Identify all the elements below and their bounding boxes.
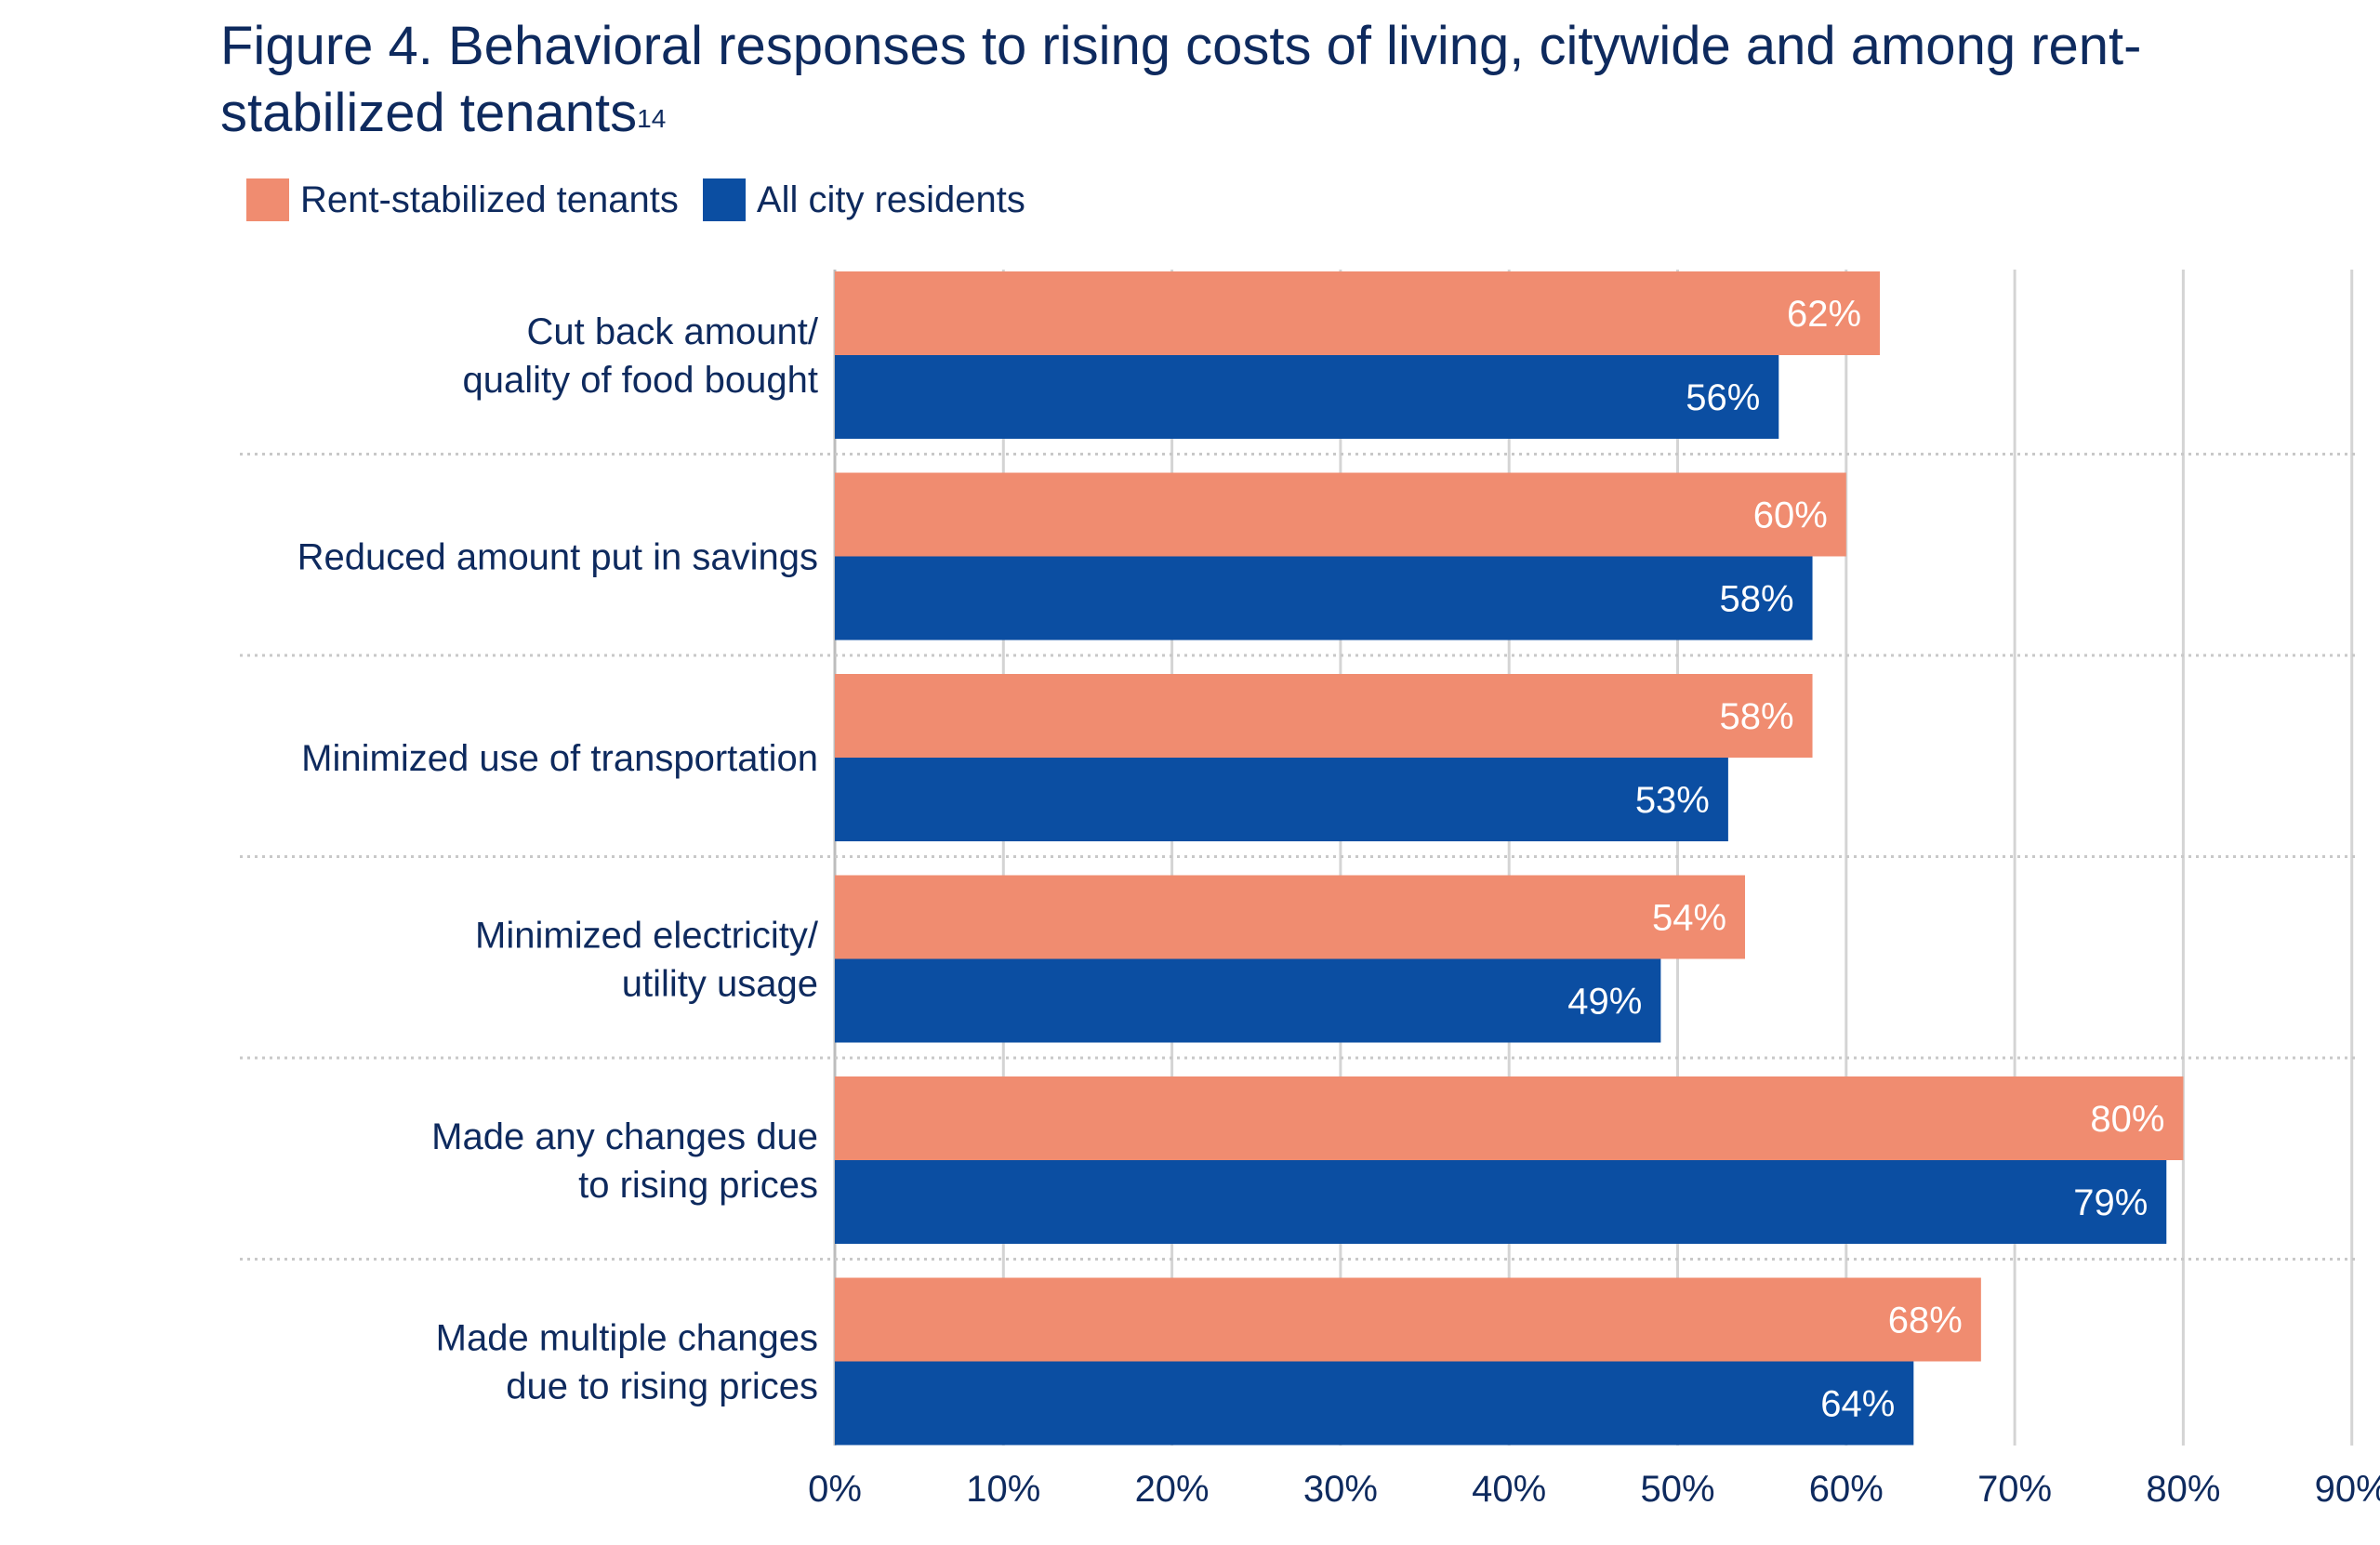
data-label: 79% (2073, 1182, 2148, 1223)
x-tick-label: 60% (1809, 1469, 1884, 1510)
legend-item-all-residents: All city residents (702, 178, 1025, 221)
data-label: 54% (1652, 898, 1726, 939)
bar-all-residents (835, 958, 1661, 1043)
x-tick-label: 30% (1303, 1469, 1378, 1510)
bar-all-residents (835, 758, 1728, 841)
bar-rent-stabilized (835, 271, 1881, 355)
data-label: 68% (1888, 1301, 1963, 1341)
data-label: 80% (2090, 1099, 2164, 1140)
category-label: Minimized electricity/ (475, 916, 819, 957)
x-tick-label: 80% (2146, 1469, 2220, 1510)
data-label: 53% (1635, 780, 1710, 821)
bar-all-residents (835, 556, 1813, 640)
legend-item-rent-stabilized: Rent-stabilized tenants (246, 178, 679, 221)
legend-swatch-all-residents (702, 178, 746, 221)
x-tick-label: 20% (1135, 1469, 1210, 1510)
legend-label-rent-stabilized: Rent-stabilized tenants (300, 178, 679, 220)
category-label: due to rising prices (506, 1367, 818, 1407)
category-label: to rising prices (578, 1165, 818, 1206)
x-tick-label: 50% (1640, 1469, 1714, 1510)
data-label: 60% (1753, 495, 1828, 536)
data-label: 58% (1719, 579, 1793, 620)
x-tick-label: 10% (966, 1469, 1040, 1510)
x-tick-label: 90% (2315, 1469, 2380, 1510)
data-label: 56% (1686, 377, 1760, 418)
category-label: Made any changes due (431, 1116, 818, 1157)
bar-rent-stabilized (835, 1076, 2184, 1160)
category-label: utility usage (622, 964, 818, 1005)
x-tick-label: 40% (1472, 1469, 1546, 1510)
category-label: Minimized use of transportation (301, 738, 818, 779)
category-label: Cut back amount/ (527, 311, 819, 352)
data-label: 58% (1719, 696, 1793, 737)
category-label: quality of food bought (462, 360, 818, 401)
bar-all-residents (835, 1361, 1914, 1446)
bar-rent-stabilized (835, 875, 1746, 959)
category-label: Reduced amount put in savings (298, 537, 818, 578)
bar-rent-stabilized (835, 472, 1846, 557)
data-label: 62% (1787, 294, 1861, 335)
bar-rent-stabilized (835, 674, 1813, 758)
bar-all-residents (835, 1160, 2167, 1244)
chart-title-text: Figure 4. Behavioral responses to rising… (220, 16, 2142, 143)
x-tick-label: 0% (808, 1469, 862, 1510)
x-tick-label: 70% (1977, 1469, 2052, 1510)
legend: Rent-stabilized tenants All city residen… (246, 178, 1050, 221)
data-label: 64% (1820, 1384, 1895, 1425)
bar-all-residents (835, 355, 1779, 439)
title-footnote-marker: 14 (637, 104, 667, 133)
legend-label-all-residents: All city residents (756, 178, 1025, 220)
data-label: 49% (1567, 982, 1642, 1023)
chart-title: Figure 4. Behavioral responses to rising… (220, 13, 2312, 147)
legend-swatch-rent-stabilized (246, 178, 289, 221)
bar-rent-stabilized (835, 1277, 1981, 1362)
category-label: Made multiple changes (436, 1318, 818, 1359)
